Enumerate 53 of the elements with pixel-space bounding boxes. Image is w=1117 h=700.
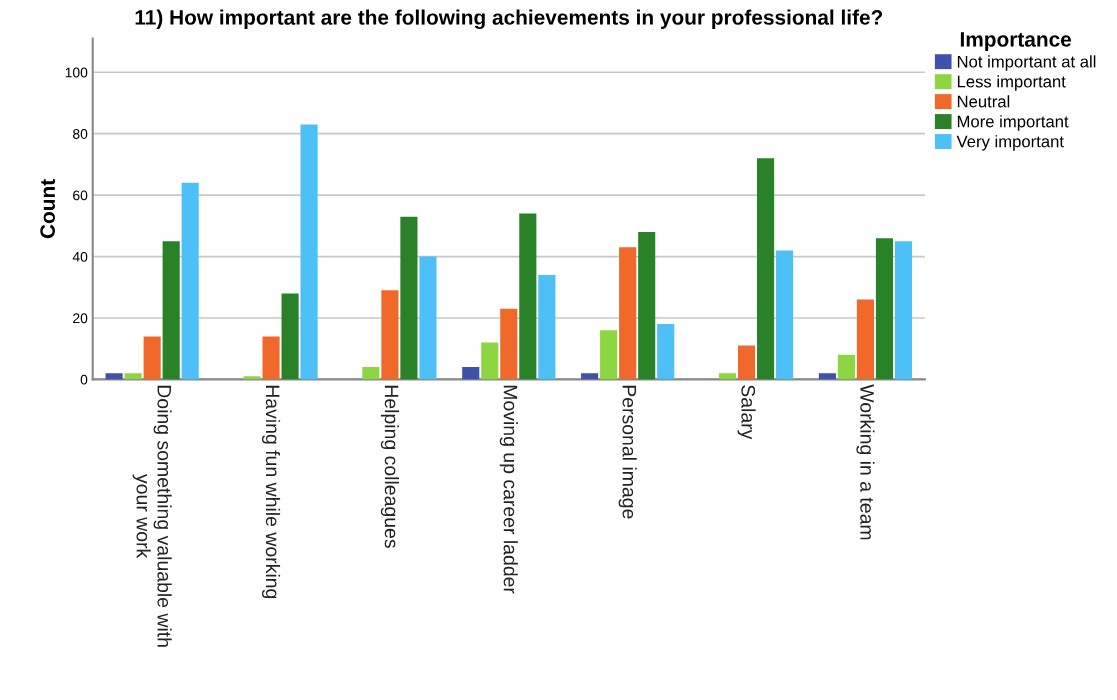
y-tick-label: 0 <box>80 374 88 385</box>
x-tick-label: Personal image <box>618 385 637 519</box>
bar <box>243 376 261 380</box>
bar <box>818 373 836 380</box>
bar <box>300 124 318 380</box>
bar <box>718 373 737 380</box>
y-tick-label: 40 <box>72 251 88 262</box>
x-tick-label: Having fun while working <box>261 385 281 599</box>
bar <box>162 241 180 380</box>
x-tick-label: Moving up career ladder <box>499 385 518 594</box>
bar <box>105 373 123 380</box>
bar <box>143 336 161 380</box>
bar <box>581 373 599 380</box>
bar <box>462 367 480 380</box>
bar <box>419 256 437 380</box>
bar <box>262 336 280 380</box>
x-tick-label: Working in a team <box>856 384 875 540</box>
bar <box>837 354 855 380</box>
bar <box>538 274 556 380</box>
legend-label: Less important <box>957 75 1066 91</box>
bar <box>638 231 656 380</box>
legend-label: More important <box>957 115 1069 131</box>
y-tick-label: 80 <box>73 129 88 139</box>
bar <box>757 158 775 380</box>
x-tick-label: Doing something valuable with your work <box>132 385 172 647</box>
bar <box>381 290 399 380</box>
legend-title: Importance <box>960 32 1072 51</box>
bar <box>400 216 418 380</box>
y-tick-label: 100 <box>65 67 88 78</box>
y-axis-title: Count <box>40 179 56 239</box>
legend-label: Not important at all <box>957 55 1096 71</box>
bar <box>856 299 874 380</box>
bar <box>776 250 794 380</box>
bar <box>875 238 894 380</box>
bar <box>281 293 299 380</box>
bar <box>657 324 675 380</box>
bar <box>738 345 756 380</box>
bar <box>519 213 537 380</box>
bar <box>894 241 913 380</box>
bar <box>124 373 142 380</box>
y-tick-label: 60 <box>73 190 88 201</box>
legend-label: Very important <box>956 135 1064 151</box>
bar <box>181 182 199 380</box>
bar <box>600 330 618 380</box>
x-tick-label: Salary <box>737 385 756 440</box>
chart-title: 11) How important are the following achievements in your professional life? <box>135 9 883 30</box>
legend-label: Neutral <box>957 95 1010 108</box>
bar <box>619 247 637 380</box>
bar <box>500 308 518 380</box>
bar <box>481 342 499 380</box>
x-tick-label: Helping colleagues <box>380 385 399 548</box>
y-tick-label: 20 <box>73 313 88 324</box>
bar <box>362 367 380 380</box>
